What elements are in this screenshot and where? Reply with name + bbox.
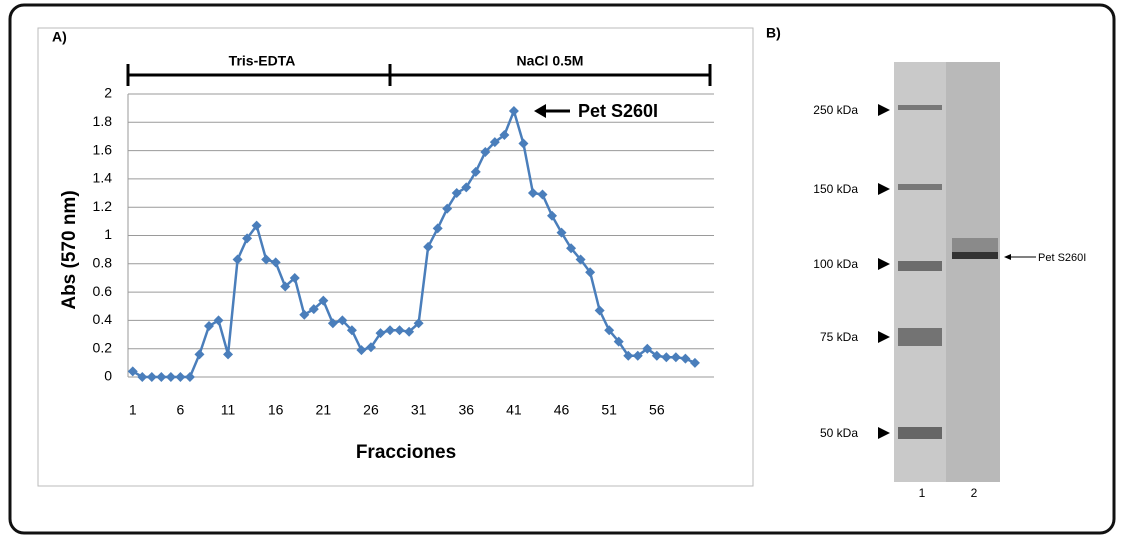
x-axis-title: Fracciones <box>356 442 456 463</box>
x-tick-label: 11 <box>221 402 236 418</box>
x-tick-label: 56 <box>649 402 665 418</box>
x-tick-label: 16 <box>268 402 284 418</box>
gel-lane <box>894 62 946 482</box>
x-tick-label: 26 <box>363 402 379 418</box>
x-tick-label: 6 <box>177 402 185 418</box>
y-tick-label: 1.8 <box>93 113 113 129</box>
y-tick-label: 0.8 <box>93 255 113 271</box>
marker-label: 250 kDa <box>813 103 858 117</box>
figure: A) 00.20.40.60.811.21.41.61.821611162126… <box>0 0 1121 539</box>
gel-lane <box>946 62 1000 482</box>
y-tick-label: 1.2 <box>93 198 113 214</box>
panel-label: A) <box>52 29 67 45</box>
chart-area <box>38 28 753 486</box>
peak-label: Pet S260I <box>578 101 658 121</box>
x-tick-label: 41 <box>506 402 522 418</box>
y-tick-label: 1 <box>104 226 112 242</box>
x-tick-label: 1 <box>129 402 137 418</box>
x-tick-label: 51 <box>601 402 617 418</box>
y-tick-label: 0.2 <box>93 339 113 355</box>
marker-label: 50 kDa <box>820 426 858 440</box>
y-tick-label: 1.6 <box>93 141 113 157</box>
marker-label: 100 kDa <box>813 257 858 271</box>
y-tick-label: 2 <box>104 85 112 101</box>
y-axis-title: Abs (570 nm) <box>59 190 80 309</box>
bracket-label: Tris-EDTA <box>229 53 296 69</box>
y-tick-label: 0.6 <box>93 283 113 299</box>
lane-label: 2 <box>971 486 978 500</box>
bracket-label: NaCl 0.5M <box>517 53 584 69</box>
band-label: Pet S260I <box>1038 252 1086 264</box>
panel-label: B) <box>766 25 781 41</box>
x-tick-label: 46 <box>554 402 570 418</box>
x-tick-label: 36 <box>458 402 474 418</box>
x-tick-label: 31 <box>411 402 427 418</box>
y-tick-label: 1.4 <box>93 170 113 186</box>
x-tick-label: 21 <box>316 402 332 418</box>
marker-label: 75 kDa <box>820 330 858 344</box>
y-tick-label: 0.4 <box>93 311 113 327</box>
y-tick-label: 0 <box>104 368 112 384</box>
marker-label: 150 kDa <box>813 182 858 196</box>
lane-label: 1 <box>919 486 926 500</box>
